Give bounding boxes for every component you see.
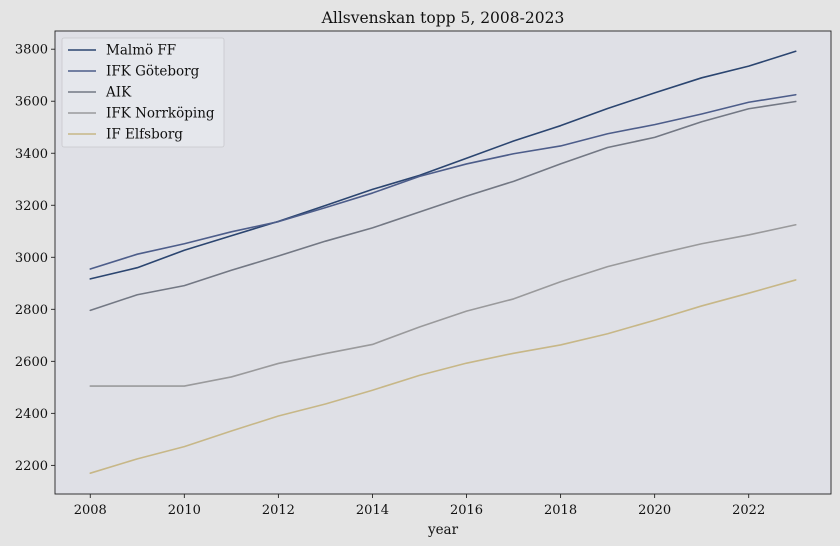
series-lines — [89, 50, 797, 474]
series-line — [89, 93, 797, 270]
series-line — [89, 279, 797, 474]
legend-box — [61, 37, 225, 148]
legend-label: IF Elfsborg — [106, 127, 183, 143]
x-tick-label: 2020 — [638, 503, 671, 518]
x-axis-title: year — [427, 522, 459, 538]
y-tick-label: 3000 — [15, 251, 48, 266]
y-tick-label: 2800 — [15, 303, 48, 318]
y-tick-label: 2200 — [15, 459, 48, 474]
y-axis: 2200 2400 2600 2800 3000 3200 3400 3600 3800 — [15, 43, 55, 474]
series-line — [89, 50, 797, 280]
legend-label: IFK Norrköping — [106, 106, 215, 122]
x-tick-label: 2008 — [74, 503, 107, 518]
x-axis: 2008 2010 2012 2014 2016 2018 2020 2022 — [74, 494, 765, 518]
x-tick-label: 2022 — [732, 503, 765, 518]
y-tick-label: 2600 — [15, 355, 48, 370]
y-tick-label: 3200 — [15, 199, 48, 214]
legend-label: AIK — [105, 85, 132, 101]
legend-label: Malmö FF — [106, 43, 176, 59]
y-tick-label: 3600 — [15, 95, 48, 110]
x-tick-label: 2018 — [544, 503, 577, 518]
legend: Malmö FF IFK Göteborg AIK IFK Norrköping IF … — [61, 37, 225, 148]
y-tick-label: 3800 — [15, 43, 48, 58]
chart-title: Allsvenskan topp 5, 2008-2023 — [321, 9, 565, 27]
x-tick-label: 2014 — [356, 503, 389, 518]
series-line — [89, 223, 797, 387]
series-line — [89, 100, 797, 312]
legend-label: IFK Göteborg — [106, 64, 200, 80]
x-tick-label: 2012 — [262, 503, 295, 518]
x-tick-label: 2010 — [168, 503, 201, 518]
y-tick-label: 3400 — [15, 147, 48, 162]
y-tick-label: 2400 — [15, 407, 48, 422]
x-tick-label: 2016 — [450, 503, 483, 518]
